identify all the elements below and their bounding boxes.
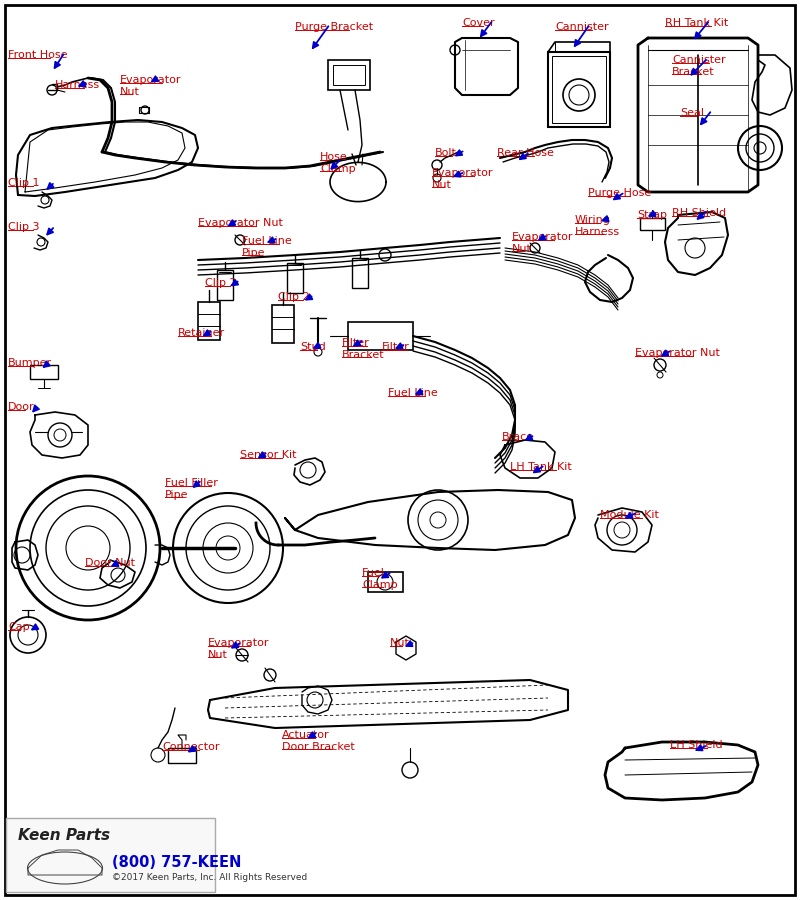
Text: Bolt: Bolt: [435, 148, 457, 158]
Bar: [368, 572, 403, 592]
Text: RH Shield: RH Shield: [672, 208, 726, 218]
Text: Cannister
Bracket: Cannister Bracket: [672, 55, 726, 76]
Bar: [352, 258, 368, 288]
Text: Module Kit: Module Kit: [600, 510, 659, 520]
Text: Cannister: Cannister: [555, 22, 609, 32]
Text: Seal: Seal: [680, 108, 704, 118]
Text: Wiring
Harness: Wiring Harness: [575, 215, 620, 237]
Bar: [287, 263, 303, 293]
Bar: [552, 56, 606, 123]
Text: Filter
Bracket: Filter Bracket: [342, 338, 385, 360]
Bar: [217, 270, 233, 300]
Bar: [328, 60, 370, 90]
Text: Bumper: Bumper: [8, 358, 52, 368]
Text: Door Nut: Door Nut: [85, 558, 135, 568]
Text: RH Tank Kit: RH Tank Kit: [665, 18, 728, 28]
Text: Evaporator Nut: Evaporator Nut: [198, 218, 283, 228]
Bar: [30, 365, 58, 379]
Bar: [348, 322, 413, 350]
Text: Purge Hose: Purge Hose: [588, 188, 651, 198]
Text: Evaporator
Nut: Evaporator Nut: [208, 638, 270, 660]
Text: Purge Bracket: Purge Bracket: [295, 22, 373, 32]
Text: (800) 757-KEEN: (800) 757-KEEN: [112, 855, 242, 870]
Bar: [548, 52, 610, 127]
Text: Strap: Strap: [637, 210, 667, 220]
Text: Fuel Line: Fuel Line: [388, 388, 438, 398]
Text: Stud: Stud: [300, 342, 326, 352]
Text: Fuel
Clamp: Fuel Clamp: [362, 568, 398, 590]
Text: Door: Door: [8, 402, 34, 412]
Text: Brace: Brace: [502, 432, 534, 442]
Bar: [640, 218, 665, 230]
Text: Clip 2: Clip 2: [205, 278, 237, 288]
Bar: [333, 65, 365, 85]
Text: Clip 2: Clip 2: [278, 292, 310, 302]
Text: Hose
Clamp: Hose Clamp: [320, 152, 356, 174]
Text: Filter: Filter: [382, 342, 410, 352]
Text: Evaporator Nut: Evaporator Nut: [635, 348, 720, 358]
Text: Cap: Cap: [8, 622, 30, 632]
Text: Fuel Line
Pipe: Fuel Line Pipe: [242, 236, 292, 257]
Text: Front Hose: Front Hose: [8, 50, 67, 60]
Text: Cover: Cover: [462, 18, 494, 28]
Text: LH Tank Kit: LH Tank Kit: [510, 462, 572, 472]
Text: Nut: Nut: [390, 638, 410, 648]
Text: ©2017 Keen Parts, Inc. All Rights Reserved: ©2017 Keen Parts, Inc. All Rights Reserv…: [112, 873, 307, 882]
FancyBboxPatch shape: [6, 818, 215, 892]
Text: Clip 3: Clip 3: [8, 222, 39, 232]
Text: Evaporator
Nut: Evaporator Nut: [512, 232, 574, 254]
Text: Rear Hose: Rear Hose: [497, 148, 554, 158]
Bar: [168, 748, 196, 763]
Text: Retainer: Retainer: [178, 328, 225, 338]
Text: Clip 1: Clip 1: [8, 178, 39, 188]
Bar: [272, 305, 294, 343]
Text: Evaporator
Nut: Evaporator Nut: [120, 75, 182, 96]
Text: Fuel Filler
Pipe: Fuel Filler Pipe: [165, 478, 218, 500]
Text: LH Shield: LH Shield: [670, 740, 722, 750]
Bar: [198, 302, 220, 340]
Text: Sensor Kit: Sensor Kit: [240, 450, 297, 460]
Text: Keen Parts: Keen Parts: [18, 828, 110, 843]
Text: Connector: Connector: [162, 742, 219, 752]
Text: Evaporator
Nut: Evaporator Nut: [432, 168, 494, 190]
Text: Actuator
Door Bracket: Actuator Door Bracket: [282, 730, 354, 752]
Text: Harness: Harness: [55, 80, 100, 90]
